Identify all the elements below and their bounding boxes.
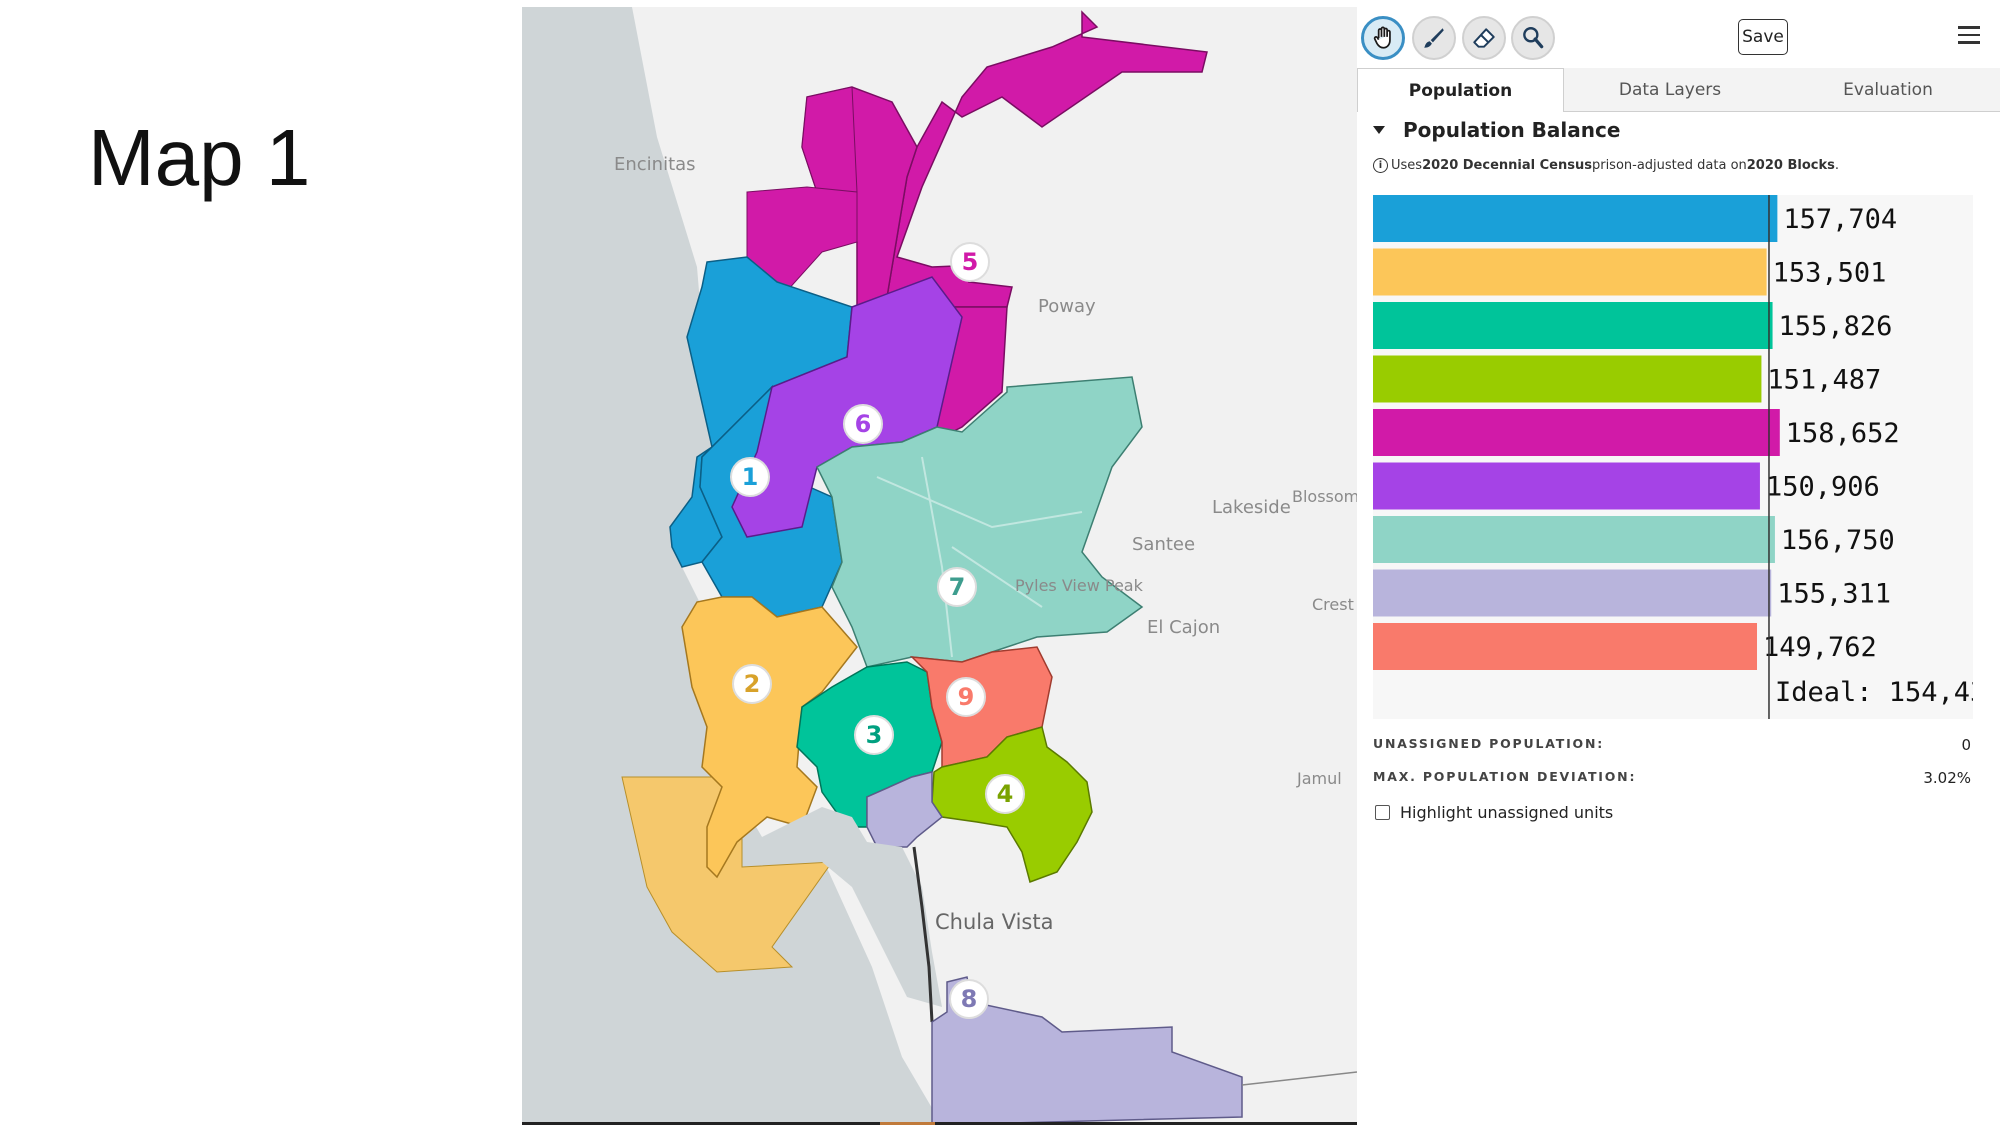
section-heading: Population Balance <box>1403 118 1621 142</box>
brush-tool-button[interactable] <box>1412 16 1456 60</box>
district-6-shape <box>731 276 963 538</box>
brush-icon <box>1424 28 1444 48</box>
population-bar-district-7 <box>1373 516 1775 563</box>
district-badge-1[interactable]: 1 <box>730 457 770 497</box>
district-5-shape <box>886 10 1208 308</box>
hand-icon <box>1373 26 1391 49</box>
note-dataset: 2020 Decennial Census <box>1422 158 1592 173</box>
place-label: Lakeside <box>1212 497 1291 518</box>
note-mid: prison-adjusted data on <box>1591 158 1747 173</box>
save-button[interactable]: Save <box>1738 19 1788 55</box>
population-bar-district-9 <box>1373 623 1758 670</box>
highlight-unassigned-row[interactable]: Highlight unassigned units <box>1375 803 1613 822</box>
population-value-label: 156,750 <box>1781 525 1895 556</box>
pan-tool-button[interactable] <box>1361 16 1405 60</box>
district-2-shape <box>681 596 858 879</box>
eraser-tool-button[interactable] <box>1462 16 1506 60</box>
place-label: Poway <box>1038 296 1096 317</box>
highlight-unassigned-label: Highlight unassigned units <box>1400 803 1614 822</box>
district-8-downtown <box>866 771 944 848</box>
district-badge-4[interactable]: 4 <box>985 774 1025 814</box>
population-bar-district-4 <box>1373 355 1762 403</box>
place-label: Crest <box>1312 595 1354 614</box>
district-8-connector <box>912 846 934 1023</box>
district-badge-6[interactable]: 6 <box>843 404 883 444</box>
caret-down-icon <box>1373 126 1385 134</box>
district-badge-8[interactable]: 8 <box>949 979 989 1019</box>
ocean <box>522 7 942 1125</box>
max-deviation-row: MAX. POPULATION DEVIATION: 3.02% <box>1373 769 1971 787</box>
district-badge-7[interactable]: 7 <box>937 567 977 607</box>
population-value-label: 149,762 <box>1763 632 1877 663</box>
district-badge-2[interactable]: 2 <box>732 664 772 704</box>
district-badge-9[interactable]: 9 <box>946 677 986 717</box>
map-bottom-border <box>522 1122 1997 1125</box>
unassigned-population-row: UNASSIGNED POPULATION: 0 <box>1373 736 1971 754</box>
info-icon: i <box>1373 158 1388 173</box>
population-bar-chart: 157,704 153,501 155,826 151,487 158,652 150,9… <box>1373 195 1973 719</box>
population-value-label: 158,652 <box>1786 418 1900 449</box>
population-value-label: 157,704 <box>1783 204 1897 235</box>
place-label: Chula Vista <box>935 910 1054 934</box>
population-value-label: 150,906 <box>1766 472 1880 503</box>
district-badge-3[interactable]: 3 <box>854 715 894 755</box>
note-prefix: Uses <box>1391 158 1423 173</box>
data-source-note: i Uses 2020 Decennial Census prison-adju… <box>1373 158 1839 173</box>
place-label: Encinitas <box>614 154 696 175</box>
place-label: Santee <box>1132 534 1196 555</box>
note-suffix: . <box>1834 158 1839 173</box>
inspect-tool-button[interactable] <box>1511 16 1555 60</box>
max-deviation-label: MAX. POPULATION DEVIATION: <box>1373 769 1637 784</box>
max-deviation-value: 3.02% <box>1923 769 1971 787</box>
population-value-label: 155,826 <box>1779 311 1893 342</box>
panel-tabs: Population Data Layers Evaluation <box>1357 68 2000 112</box>
sidebar-panel: Save Population Data Layers Evaluation P… <box>1357 0 2000 1125</box>
map-canvas[interactable] <box>522 7 1357 1125</box>
highlight-unassigned-checkbox[interactable] <box>1375 805 1390 820</box>
map-bottom-accent <box>880 1122 935 1125</box>
population-balance-toggle[interactable]: Population Balance <box>1373 118 1620 142</box>
population-bar-district-2 <box>1373 248 1767 296</box>
tab-evaluation[interactable]: Evaluation <box>1776 68 2000 112</box>
hamburger-menu-icon[interactable] <box>1958 26 1980 44</box>
slide-title: Map 1 <box>88 113 311 202</box>
population-bar-district-1 <box>1373 195 1778 242</box>
place-label: Blossom <box>1292 487 1357 506</box>
population-bar-district-8 <box>1373 569 1772 617</box>
population-value-label: 151,487 <box>1767 365 1881 396</box>
unassigned-population-label: UNASSIGNED POPULATION: <box>1373 736 1604 751</box>
population-bar-district-6 <box>1373 462 1760 510</box>
population-value-label: 153,501 <box>1773 258 1887 289</box>
tab-data-layers[interactable]: Data Layers <box>1564 68 1776 112</box>
tab-population[interactable]: Population <box>1357 68 1564 112</box>
population-balance-chart: 157,704 153,501 155,826 151,487 158,652 150,9… <box>1373 195 1973 719</box>
bay <box>762 807 942 1007</box>
place-label: Pyles View Peak <box>1015 576 1143 595</box>
road <box>876 456 1083 658</box>
ideal-population-label: Ideal: 154,433.22 <box>1775 677 1973 708</box>
population-bar-district-5 <box>1373 409 1780 456</box>
border-line <box>1241 1071 1357 1086</box>
place-label: El Cajon <box>1147 617 1221 638</box>
unassigned-population-value: 0 <box>1961 736 1971 754</box>
place-label: Jamul <box>1297 769 1342 788</box>
district-map[interactable]: Encinitas Poway Lakeside Blossom Santee … <box>522 7 1357 1125</box>
toolbar: Save <box>1357 0 2000 68</box>
note-units: 2020 Blocks <box>1746 158 1835 173</box>
magnifier-icon <box>1523 27 1544 49</box>
population-bar-district-3 <box>1373 302 1773 349</box>
district-7-shape <box>816 376 1144 668</box>
population-value-label: 155,311 <box>1777 579 1891 610</box>
eraser-icon <box>1473 28 1495 48</box>
district-badge-5[interactable]: 5 <box>950 242 990 282</box>
